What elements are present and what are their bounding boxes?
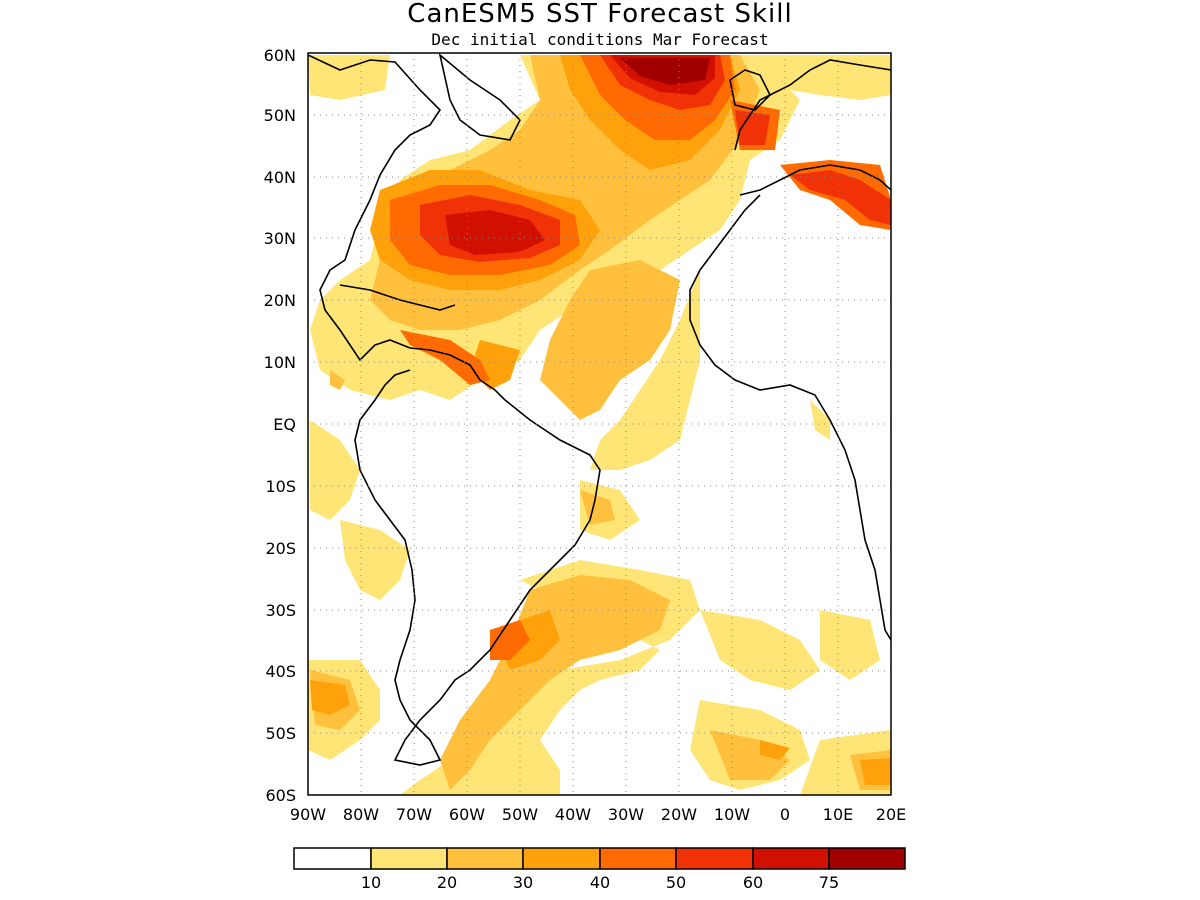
colorbar-label: 20 [437, 873, 457, 892]
colorbar-swatch-4 [599, 847, 677, 870]
map-frame [307, 52, 892, 796]
lon-tick: 30W [608, 805, 644, 824]
lat-tick: 20N [264, 291, 296, 310]
lon-tick: 70W [396, 805, 432, 824]
colorbar-swatch-1 [370, 847, 448, 870]
colorbar-label: 40 [590, 873, 610, 892]
lon-tick: 90W [290, 805, 326, 824]
lat-tick: 40S [265, 662, 296, 681]
colorbar-swatch-3 [522, 847, 601, 870]
colorbar-swatch-0 [293, 847, 372, 870]
lat-tick: 50N [264, 106, 296, 125]
lon-tick: 10E [823, 805, 853, 824]
colorbar-swatch-5 [675, 847, 754, 870]
lat-tick: 10S [265, 477, 296, 496]
lon-tick: 50W [502, 805, 538, 824]
colorbar-label: 60 [743, 873, 763, 892]
graticule [308, 53, 891, 795]
lat-tick: 20S [265, 539, 296, 558]
lat-tick: 40N [264, 168, 296, 187]
lat-tick: 60S [265, 786, 296, 805]
lon-tick: 10W [714, 805, 750, 824]
colorbar-swatch-6 [752, 847, 830, 870]
lon-tick: 80W [343, 805, 379, 824]
lat-tick: EQ [273, 415, 296, 434]
colorbar-label: 50 [666, 873, 686, 892]
lon-tick: 40W [555, 805, 591, 824]
lat-tick: 10N [264, 353, 296, 372]
colorbar-label: 30 [513, 873, 533, 892]
lon-tick: 0 [780, 805, 790, 824]
lat-tick: 30N [264, 229, 296, 248]
lat-tick: 50S [265, 724, 296, 743]
map-title: CanESM5 SST Forecast Skill [407, 0, 792, 29]
lon-tick: 20E [876, 805, 906, 824]
colorbar-label: 10 [361, 873, 381, 892]
map-subtitle: Dec initial conditions Mar Forecast [431, 30, 768, 49]
lon-axis: 90W 80W 70W 60W 50W 40W 30W 20W 10W 0 10… [290, 805, 906, 824]
skill-shading [308, 55, 891, 795]
lon-tick: 20W [661, 805, 697, 824]
lat-tick: 30S [265, 601, 296, 620]
lon-tick: 60W [449, 805, 485, 824]
lat-tick: 60N [264, 46, 296, 65]
coastlines [308, 53, 891, 766]
colorbar-label: 75 [819, 873, 839, 892]
colorbar-swatch-7 [828, 847, 906, 870]
lat-axis: 60N 50N 40N 30N 20N 10N EQ 10S 20S 30S 4… [264, 46, 296, 805]
colorbar: 10 20 30 40 50 60 75 [293, 847, 906, 892]
colorbar-swatch-2 [446, 847, 524, 870]
